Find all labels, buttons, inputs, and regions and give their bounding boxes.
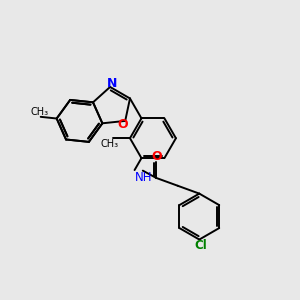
Text: NH: NH [135, 171, 153, 184]
Text: CH₃: CH₃ [100, 139, 118, 148]
Text: N: N [107, 77, 118, 90]
Text: CH₃: CH₃ [30, 106, 48, 116]
Text: O: O [152, 150, 162, 163]
Text: Cl: Cl [194, 239, 207, 252]
Text: O: O [118, 118, 128, 131]
